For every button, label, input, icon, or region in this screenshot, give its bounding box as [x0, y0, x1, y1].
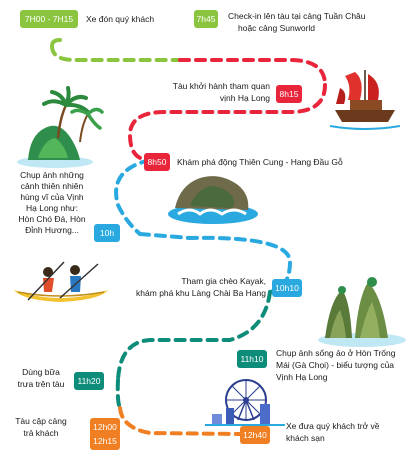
- step-text-photo-line-5: Hòn Chó Đá, Hòn: [18, 214, 86, 224]
- step-text-cave: Khám phá động Thiên Cung - Hang Đầu Gỗ: [177, 157, 343, 167]
- step-text-rock-3: Vịnh Hạ Long: [276, 372, 328, 382]
- palm-island-icon: [17, 86, 104, 168]
- time-badge-cave: 8h50: [144, 153, 170, 171]
- step-text-return-2: khách sạn: [286, 433, 325, 443]
- step-text-return: Xe đưa quý khách trở về: [286, 421, 380, 431]
- step-text-photo-line-4: Hạ Long như:: [25, 203, 78, 213]
- step-text-photo-line-6: Đỉnh Hương...: [25, 225, 79, 235]
- time-badge-checkin: 7h45: [194, 10, 218, 28]
- step-text-depart: Tàu khởi hành tham quan: [172, 81, 270, 91]
- time-badge-dock-1: 12h00: [90, 418, 120, 436]
- step-text-rock: Chụp ảnh sống ảo ở Hòn Trống: [276, 348, 396, 358]
- step-text-photo-line-2: cảnh thiên nhiên: [20, 181, 84, 191]
- step-text-checkin: Check-in lên tàu tại cảng Tuần Châu: [228, 11, 366, 21]
- step-text-lunch-2: trưa trên tàu: [17, 379, 65, 389]
- time-badge-return: 12h40: [240, 426, 270, 444]
- time-badge-depart: 8h15: [276, 85, 302, 103]
- step-text-kayak: Tham gia chèo Kayak,: [181, 276, 266, 286]
- step-text-photo-line-1: Chụp ảnh những: [20, 170, 84, 180]
- kayak-icon: [14, 261, 108, 302]
- time-badge-rock: 11h10: [237, 350, 267, 368]
- step-text-photo-line-3: hùng vĩ của Vịnh: [20, 192, 84, 202]
- step-text-lunch: Dùng bữa: [22, 367, 60, 377]
- time-badge-dock-2: 12h15: [90, 432, 120, 450]
- step-text-depart-2: vịnh Hạ Long: [219, 93, 270, 103]
- ferris-wheel-icon: [205, 379, 285, 426]
- step-text-dock-2: trả khách: [23, 428, 59, 438]
- step-text-rock-2: Mái (Gà Chọi) - biểu tượng của: [276, 360, 395, 370]
- cave-rock-icon: [168, 176, 258, 224]
- step-text-dock: Tàu cập cảng: [15, 416, 67, 426]
- time-badge-pickup: 7H00 - 7H15: [20, 10, 78, 28]
- time-badge-kayak: 10h10: [272, 279, 302, 297]
- time-badge-lunch: 11h20: [74, 372, 104, 390]
- step-text-checkin-2: hoặc cảng Sunworld: [238, 23, 316, 33]
- rock-islet-icon: [318, 277, 406, 347]
- step-text-kayak-2: khám phá khu Làng Chài Ba Hang: [136, 288, 266, 298]
- junk-boat-icon: [329, 70, 401, 130]
- time-badge-photo: 10h: [94, 224, 120, 242]
- step-text-pickup: Xe đón quý khách: [86, 14, 155, 24]
